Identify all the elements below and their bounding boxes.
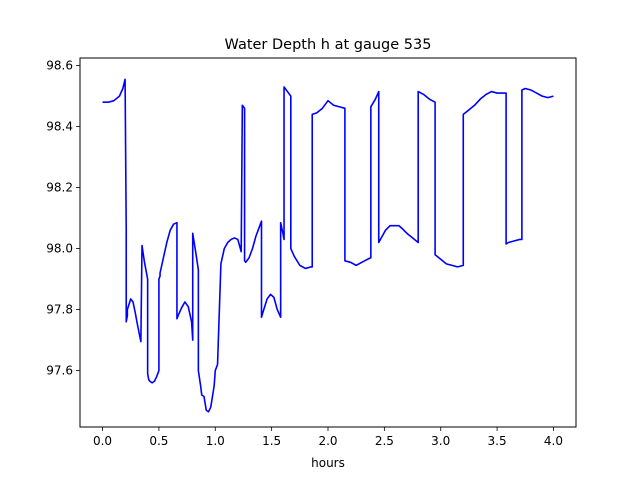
y-tick-label: 97.6: [46, 364, 73, 378]
y-tick-label: 97.8: [46, 303, 73, 317]
x-tick-label: 1.5: [262, 434, 281, 448]
x-tick-label: 0.5: [149, 434, 168, 448]
chart-title: Water Depth h at gauge 535: [225, 37, 432, 53]
x-axis-label: hours: [311, 456, 345, 470]
series-line-0: [102, 78, 554, 413]
y-tick-label: 98.4: [46, 120, 73, 134]
x-tick-label: 3.0: [431, 434, 450, 448]
series-lines: [102, 78, 554, 413]
x-tick-label: 1.0: [206, 434, 225, 448]
x-tick-label: 0.0: [93, 434, 112, 448]
x-tick-label: 3.5: [488, 434, 507, 448]
x-tick-label: 2.0: [318, 434, 337, 448]
y-tick-label: 98.2: [46, 181, 73, 195]
y-axis: 97.6 97.8 98.0 98.2 98.4 98.6: [46, 59, 80, 378]
x-axis: 0.0 0.5 1.0 1.5 2.0 2.5 3.0 3.5 4.0: [93, 427, 563, 448]
y-tick-label: 98.0: [46, 242, 73, 256]
y-tick-label: 98.6: [46, 59, 73, 73]
x-tick-label: 4.0: [544, 434, 563, 448]
x-tick-label: 2.5: [375, 434, 394, 448]
